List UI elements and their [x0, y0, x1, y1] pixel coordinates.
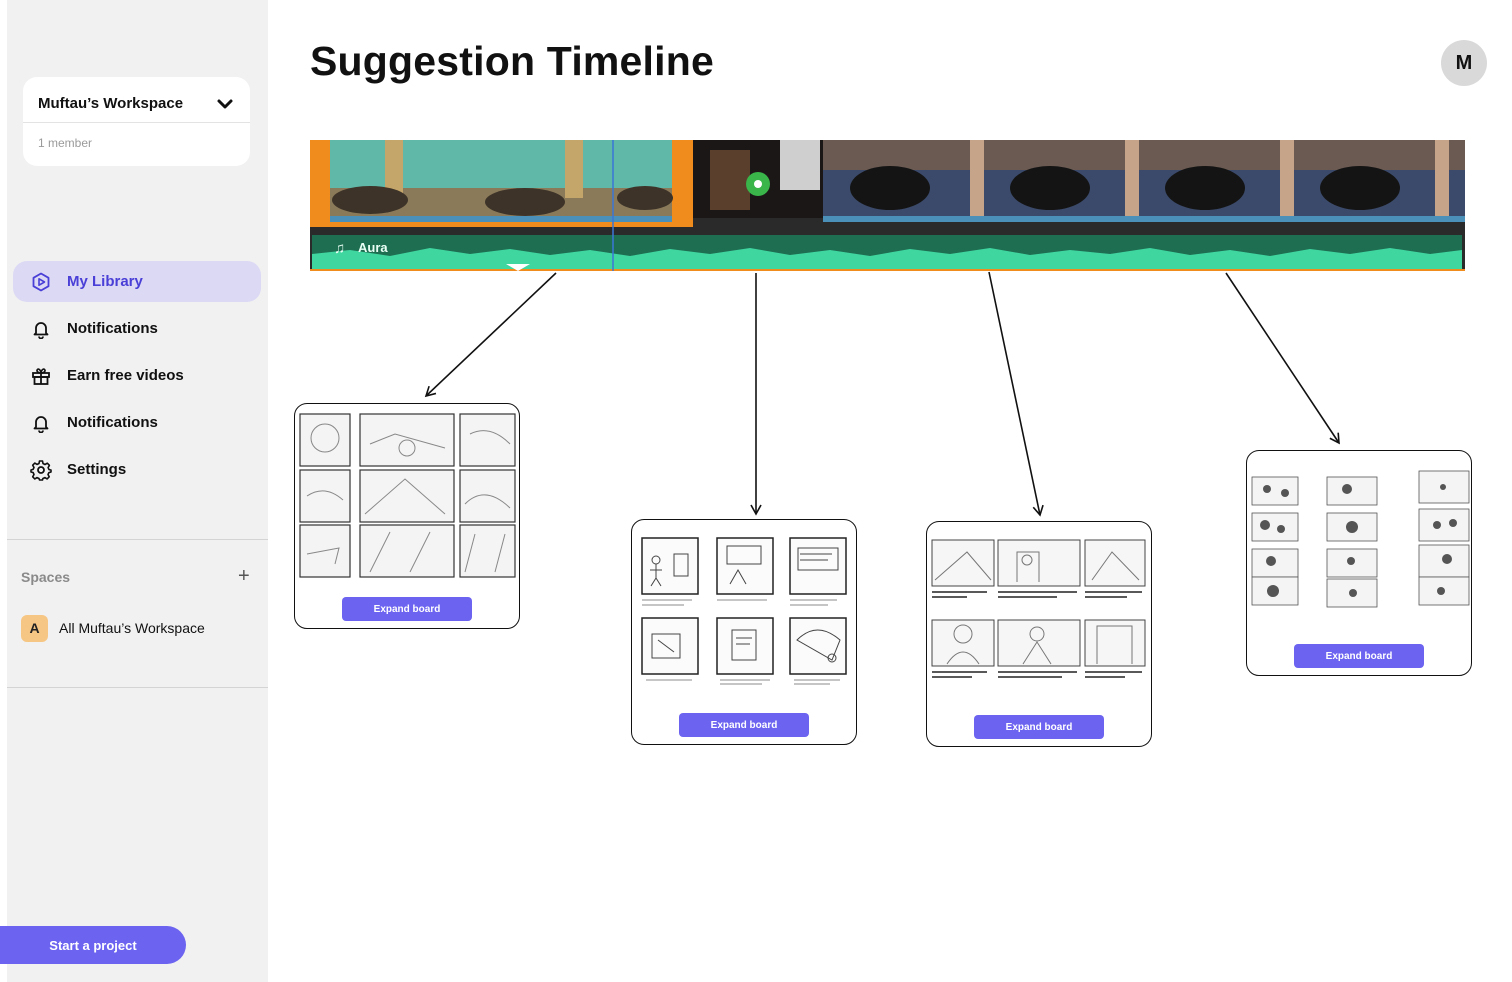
add-space-button[interactable]: +	[238, 565, 250, 587]
expand-board-button[interactable]: Expand board	[1294, 644, 1424, 668]
storyboard-thumbnail	[1251, 470, 1470, 608]
playhead-marker[interactable]	[506, 264, 530, 271]
nav-label: My Library	[67, 273, 143, 290]
space-item[interactable]: A All Muftau’s Workspace	[21, 614, 205, 642]
workspace-members: 1 member	[38, 136, 93, 150]
video-timeline[interactable]: ♫ Aura	[310, 140, 1465, 271]
sidebar: Muftau’s Workspace 1 member My Library N…	[7, 0, 268, 982]
nav-label: Earn free videos	[67, 367, 184, 384]
space-label: All Muftau’s Workspace	[59, 620, 205, 636]
gear-icon	[30, 459, 52, 481]
nav-label: Settings	[67, 461, 127, 478]
storyboard-card-1[interactable]: Expand board	[294, 403, 520, 629]
sidebar-divider	[7, 687, 268, 688]
storyboard-card-4[interactable]: Expand board	[1246, 450, 1472, 676]
bell-icon	[30, 412, 52, 434]
arrow-to-board-1	[424, 272, 557, 398]
page-title: Suggestion Timeline	[310, 38, 714, 84]
arrow-to-board-3	[988, 271, 1044, 517]
nav-settings[interactable]: Settings	[13, 449, 261, 490]
storyboard-thumbnail	[299, 413, 516, 578]
audio-track-label: Aura	[358, 240, 388, 255]
storyboard-thumbnail	[931, 539, 1146, 678]
nav-label: Notifications	[67, 320, 158, 337]
workspace-divider	[23, 122, 250, 123]
chevron-down-icon[interactable]	[216, 97, 234, 111]
storyboard-card-2[interactable]: Expand board	[631, 519, 857, 745]
gift-icon	[30, 365, 52, 387]
avatar[interactable]: M	[1441, 40, 1487, 86]
library-icon	[30, 271, 52, 293]
spaces-heading: Spaces	[21, 569, 71, 585]
nav-notifications[interactable]: Notifications	[13, 308, 261, 349]
nav-my-library[interactable]: My Library	[13, 261, 261, 302]
storyboard-card-3[interactable]: Expand board	[926, 521, 1152, 747]
sidebar-divider	[7, 539, 268, 540]
expand-board-button[interactable]: Expand board	[974, 715, 1104, 739]
storyboard-thumbnail	[641, 537, 847, 685]
nav-notifications-2[interactable]: Notifications	[13, 402, 261, 443]
workspace-switcher[interactable]: Muftau’s Workspace 1 member	[23, 77, 250, 166]
music-note-icon: ♫	[334, 240, 346, 257]
nav-label: Notifications	[67, 414, 158, 431]
bell-icon	[30, 318, 52, 340]
arrow-to-board-4	[1225, 272, 1340, 445]
workspace-name: Muftau’s Workspace	[38, 95, 184, 112]
expand-board-button[interactable]: Expand board	[679, 713, 809, 737]
nav-earn-free-videos[interactable]: Earn free videos	[13, 355, 261, 396]
start-project-button[interactable]: Start a project	[0, 926, 186, 964]
space-avatar: A	[21, 614, 48, 642]
timeline-clips	[310, 140, 1465, 271]
expand-board-button[interactable]: Expand board	[342, 597, 472, 621]
